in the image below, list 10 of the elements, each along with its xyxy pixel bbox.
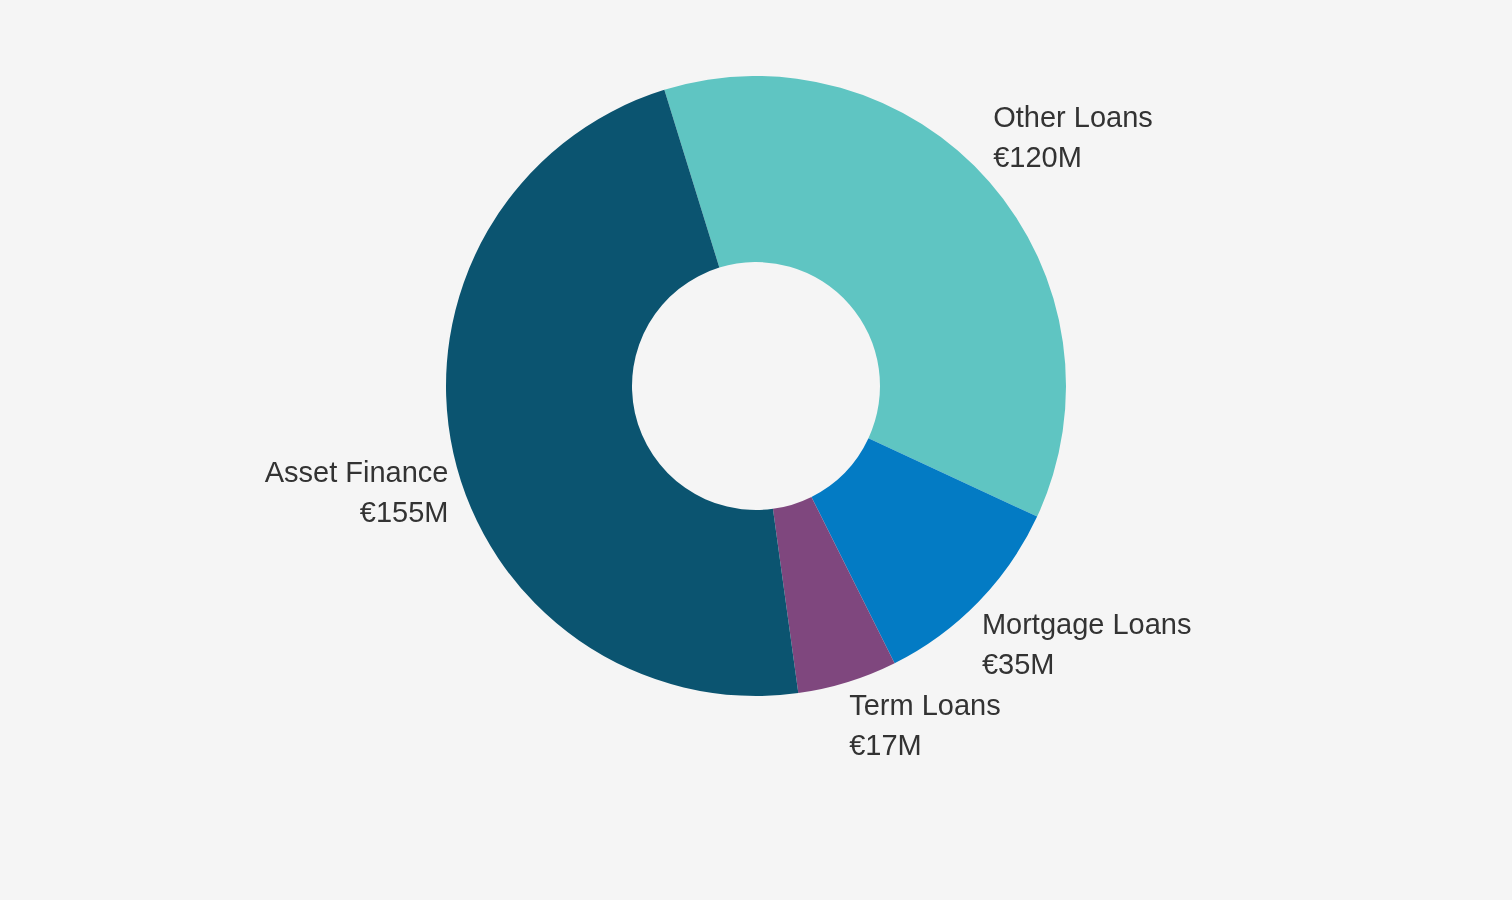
data-label: €120M (993, 140, 1082, 173)
donut-slice (446, 89, 799, 696)
slice-label: Other Loans (993, 100, 1153, 133)
data-label: €35M (981, 647, 1055, 680)
donut-slice (772, 496, 895, 694)
slice-label: Asset Finance (264, 456, 449, 489)
slice-label: Mortgage Loans (981, 607, 1192, 640)
slice-label: Term Loans (849, 688, 1001, 721)
data-label: €17M (849, 728, 922, 761)
data-label: €155M (359, 496, 449, 529)
